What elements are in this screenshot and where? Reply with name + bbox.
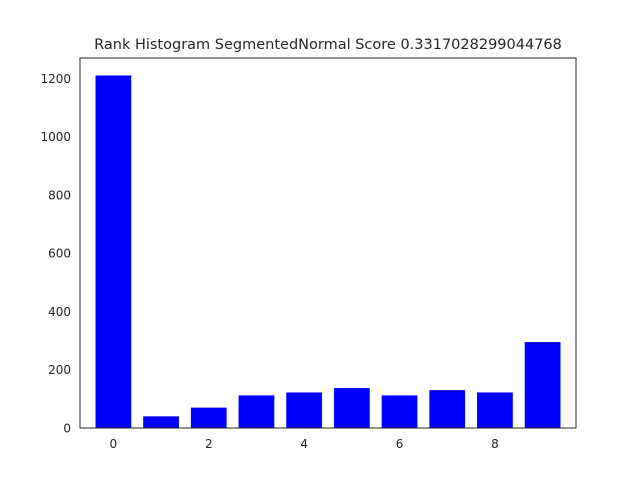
bar-rank-7 bbox=[429, 390, 466, 428]
plot-area-frame bbox=[79, 57, 577, 429]
y-tick-label: 1000 bbox=[40, 130, 71, 144]
y-tick-label: 0 bbox=[63, 422, 71, 436]
bar-rank-0 bbox=[95, 75, 132, 428]
y-tick-label: 800 bbox=[48, 188, 71, 202]
bar-rank-5 bbox=[333, 388, 370, 428]
x-axis-ticks: 0 2 4 6 8 bbox=[110, 437, 499, 451]
x-tick-label: 8 bbox=[491, 437, 499, 451]
x-tick-label: 2 bbox=[205, 437, 213, 451]
y-tick-label: 400 bbox=[48, 305, 71, 319]
x-tick-label: 0 bbox=[110, 437, 118, 451]
y-tick-label: 200 bbox=[48, 363, 71, 377]
y-tick-label: 600 bbox=[48, 247, 71, 261]
x-tick-label: 4 bbox=[300, 437, 308, 451]
bar-rank-3 bbox=[238, 395, 275, 428]
bar-rank-4 bbox=[286, 392, 323, 428]
bar-rank-2 bbox=[190, 407, 227, 428]
bar-rank-1 bbox=[143, 416, 179, 428]
y-axis-ticks: 0 200 400 600 800 1000 1200 bbox=[40, 72, 71, 436]
chart-title: Rank Histogram SegmentedNormal Score 0.3… bbox=[94, 37, 562, 53]
x-tick-label: 6 bbox=[396, 437, 404, 451]
bar-rank-9 bbox=[524, 342, 561, 428]
y-tick-label: 1200 bbox=[40, 72, 71, 86]
bar-rank-6 bbox=[381, 395, 418, 428]
bars-layer bbox=[95, 75, 561, 428]
bar-rank-8 bbox=[477, 392, 513, 428]
